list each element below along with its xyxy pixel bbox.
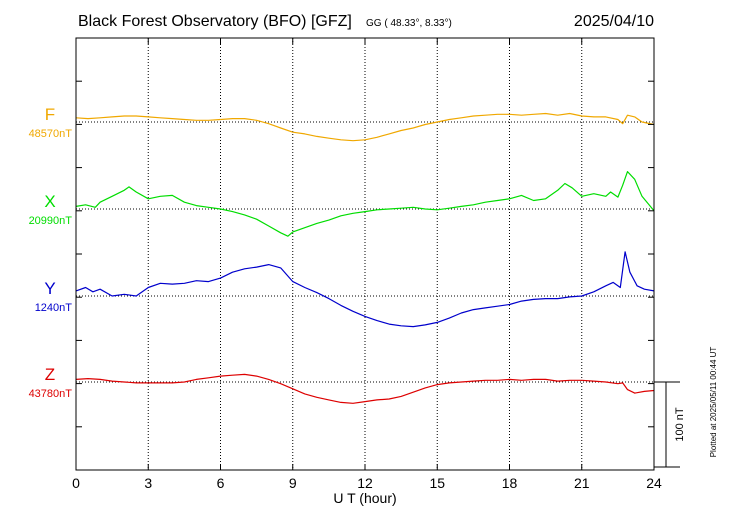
x-tick-label-12: 12 xyxy=(357,475,373,491)
series-name-X: X xyxy=(44,192,55,211)
grid-lines xyxy=(147,38,583,470)
series-line-Z xyxy=(75,373,655,404)
series-baseline-label-X: 20990nT xyxy=(29,215,73,227)
x-tick-label-9: 9 xyxy=(289,475,297,491)
x-tick-label-21: 21 xyxy=(574,475,590,491)
x-axis: 0 3 6 9 12 15 18 21 24 xyxy=(72,38,662,491)
series-name-F: F xyxy=(45,105,55,124)
x-tick-label-6: 6 xyxy=(217,475,225,491)
series-line-Y xyxy=(75,251,655,328)
x-tick-label-24: 24 xyxy=(646,475,662,491)
chart-date: 2025/04/10 xyxy=(574,13,654,30)
series-baseline-label-Z: 43780nT xyxy=(29,388,73,400)
scale-bar: 100 nT xyxy=(654,381,686,468)
series-lines xyxy=(75,112,655,404)
series-baselines xyxy=(76,121,654,383)
series-name-Y: Y xyxy=(44,279,55,298)
x-axis-label: U T (hour) xyxy=(333,490,396,506)
x-tick-label-3: 3 xyxy=(144,475,152,491)
series-line-F xyxy=(75,112,655,142)
series-line-X xyxy=(75,171,655,237)
series-labels: F 48570nT X 20990nT Y 1240nT Z 43780nT xyxy=(29,105,73,400)
plotted-timestamp: Plotted at 2025/05/11 00:44 UT xyxy=(709,347,718,458)
scale-bar-label: 100 nT xyxy=(674,407,686,442)
chart-title: Black Forest Observatory (BFO) [GFZ] xyxy=(78,13,352,30)
x-tick-label-18: 18 xyxy=(502,475,518,491)
series-baseline-label-F: 48570nT xyxy=(29,128,73,140)
station-coords: GG ( 48.33°, 8.33°) xyxy=(366,18,452,29)
series-name-Z: Z xyxy=(45,365,55,384)
plot-frame xyxy=(75,37,655,471)
x-tick-label-0: 0 xyxy=(72,475,80,491)
series-baseline-label-Y: 1240nT xyxy=(35,302,73,314)
x-tick-label-15: 15 xyxy=(429,475,445,491)
